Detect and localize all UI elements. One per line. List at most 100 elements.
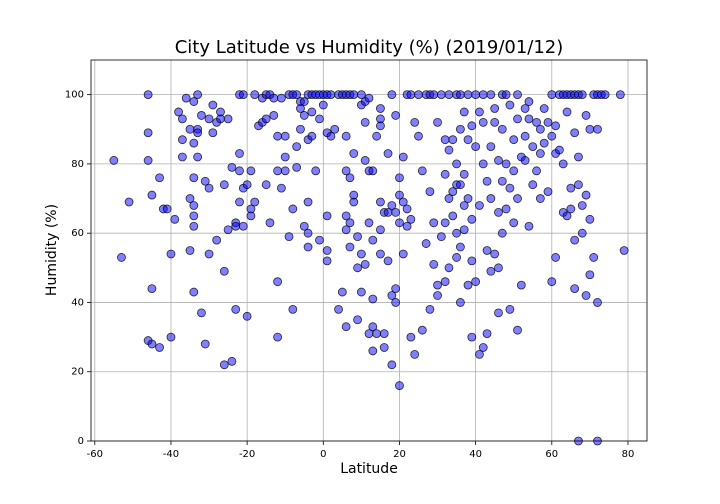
point [513, 325, 522, 335]
point [341, 322, 351, 332]
x-tick-label: -40 [163, 449, 179, 460]
x-tick-label: 80 [622, 449, 635, 460]
point [155, 343, 164, 352]
point [356, 90, 366, 100]
point [376, 225, 385, 235]
point [425, 304, 435, 314]
point [341, 131, 351, 141]
point [524, 114, 534, 124]
point [440, 218, 450, 228]
point [444, 194, 454, 203]
point [524, 97, 534, 106]
point [379, 343, 389, 352]
point [570, 284, 580, 294]
point [490, 104, 500, 113]
point [307, 131, 317, 141]
point [410, 350, 420, 359]
point [280, 166, 290, 176]
point [368, 166, 378, 176]
point [406, 214, 416, 224]
point [455, 180, 465, 190]
point [505, 100, 515, 110]
point [265, 218, 275, 228]
point [376, 197, 385, 207]
point [345, 242, 355, 252]
point [402, 221, 412, 231]
point [535, 124, 545, 134]
point [349, 190, 359, 200]
point [219, 360, 229, 370]
point [497, 176, 507, 186]
point [463, 135, 473, 145]
point [231, 221, 241, 231]
point [585, 214, 595, 224]
point [436, 232, 446, 242]
point [486, 90, 496, 100]
point [486, 142, 496, 151]
point [471, 277, 481, 287]
point [334, 304, 343, 314]
point [246, 211, 256, 221]
y-axis-label: Humidity (%) [44, 204, 60, 296]
point [383, 256, 393, 266]
point [307, 107, 317, 117]
point [535, 194, 545, 203]
point [387, 291, 397, 300]
point [326, 90, 336, 100]
point [581, 111, 591, 120]
point [387, 360, 397, 370]
point [349, 149, 359, 158]
point [551, 121, 561, 131]
point [189, 211, 199, 221]
point [364, 218, 374, 228]
point [417, 166, 427, 176]
y-tick-label: 0 [78, 436, 84, 447]
point [475, 350, 484, 359]
point [303, 242, 313, 252]
point [303, 197, 313, 207]
point [238, 221, 248, 231]
point [475, 201, 484, 210]
point [482, 246, 492, 255]
point [501, 159, 511, 169]
point [410, 117, 420, 127]
point [494, 207, 503, 217]
point [574, 180, 583, 190]
point [292, 142, 302, 151]
point [200, 339, 210, 349]
point [353, 315, 362, 325]
point [273, 332, 283, 342]
point [147, 284, 157, 294]
point [577, 228, 587, 238]
point [398, 249, 408, 259]
point [273, 166, 283, 176]
point [345, 218, 355, 228]
point [455, 242, 465, 252]
point [322, 246, 332, 255]
point [109, 156, 119, 165]
point [593, 298, 602, 307]
point [459, 201, 469, 210]
point [177, 135, 187, 145]
point [238, 90, 248, 100]
point [482, 329, 492, 339]
point [185, 124, 195, 134]
point [440, 135, 450, 145]
point [440, 169, 450, 179]
point [395, 190, 404, 200]
point [170, 214, 180, 224]
point [284, 232, 294, 242]
point [143, 90, 153, 100]
point [433, 291, 442, 300]
point [189, 97, 199, 106]
point [235, 149, 244, 158]
point [208, 128, 218, 138]
point [414, 131, 423, 141]
x-tick-label: 60 [545, 449, 558, 460]
point [581, 190, 591, 200]
point [204, 114, 214, 124]
point [593, 124, 602, 134]
point [292, 162, 302, 172]
point [235, 166, 244, 176]
